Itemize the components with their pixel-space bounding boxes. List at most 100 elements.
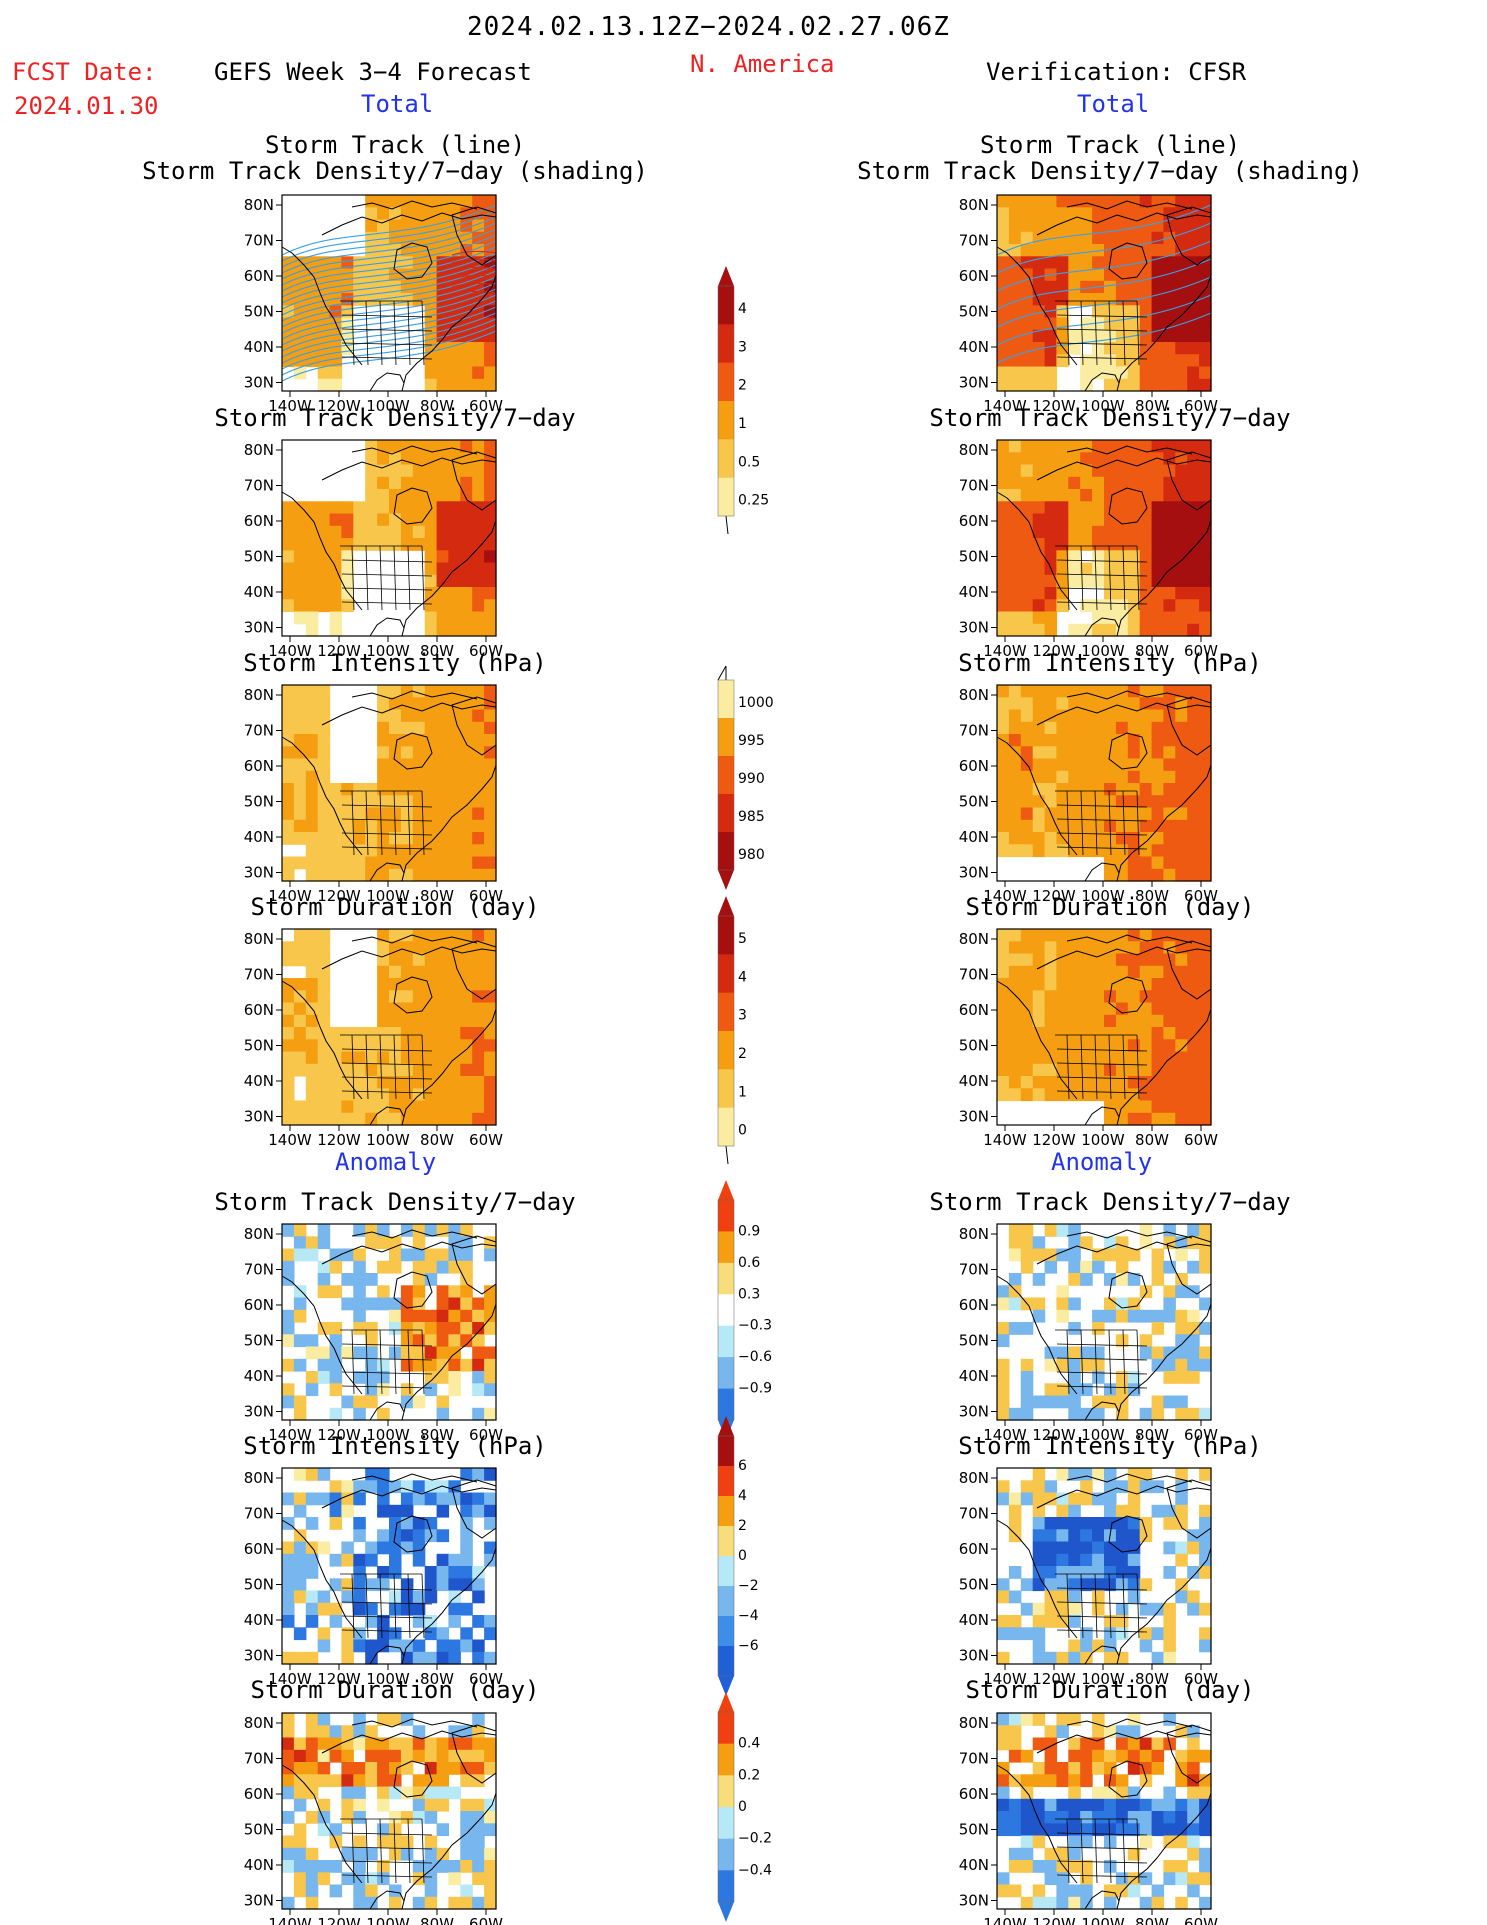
title-intensity-right: Storm Intensity (hPa) [958,649,1262,677]
lon-tick-label: 100W [1081,397,1125,415]
section-anomaly-right: Anomaly [1051,1148,1153,1176]
lon-tick-label: 100W [1081,1426,1125,1444]
lon-tick-label: 140W [268,1131,312,1149]
lon-tick-label: 140W [268,1670,312,1688]
colorbar-label: 0.6 [738,1255,760,1271]
axes: 80N 70N 60N 50N 40N 30N 140W 120W 100W 80W 60W [244,1469,503,1688]
lon-tick-label: 60W [1184,1915,1218,1925]
lat-tick-label: 40N [959,1367,989,1385]
colorbar-duration_total: 5 4 3 2 1 0 [717,896,747,1165]
lat-tick-label: 60N [959,267,989,285]
axes: 80N 70N 60N 50N 40N 30N 140W 120W 100W 80W 60W [244,930,503,1149]
colorbar-swatch [718,1807,734,1840]
fcst-label: FCST Date: [12,58,157,86]
colorbar-swatch [718,1069,734,1109]
state-borders [1055,1818,1148,1884]
colorbar-intensity_total: 1000 995 990 985 980 [717,665,774,890]
lon-tick-label: 80W [1135,397,1169,415]
title-anom-density-right: Storm Track Density/7−day [929,1188,1291,1216]
lat-tick-label: 40N [959,1856,989,1874]
lat-tick-label: 30N [959,619,989,637]
lon-tick-label: 80W [420,397,454,415]
colorbar-swatch [718,1838,734,1871]
lat-tick-label: 30N [244,864,274,882]
panel-frame [281,928,497,1126]
colorbar-label: 4 [738,969,747,985]
lon-tick-label: 80W [420,642,454,660]
title-duration-left: Storm Duration (day) [250,893,540,921]
lon-tick-label: 80W [1135,1670,1169,1688]
colorbar-tip-bottom [718,1676,734,1696]
lat-tick-label: 60N [959,512,989,530]
lon-tick-label: 140W [983,1670,1027,1688]
panel-frame [996,194,1212,392]
lon-tick-label: 120W [1032,642,1076,660]
colorbar-label: 2 [738,1046,747,1062]
panel-frame [281,1467,497,1665]
colorbar-swatch [718,324,734,364]
colorbar-label: 995 [738,733,765,749]
lon-tick-label: 80W [1135,1131,1169,1149]
lat-tick-label: 50N [244,548,274,566]
state-borders [1055,790,1148,856]
panel-frame [281,684,497,882]
storm-track-lines [996,204,1212,364]
lat-tick-label: 50N [244,793,274,811]
storm-track-lines [281,204,497,382]
lat-tick-label: 80N [959,1714,989,1732]
lat-tick-label: 40N [244,1072,274,1090]
map-panel-density-right: 80N 70N 60N 50N 40N 30N 140W 120W 100W 80W 60W [959,439,1218,660]
lon-tick-label: 80W [420,887,454,905]
lon-tick-label: 100W [1081,1131,1125,1149]
shading [282,1224,497,1421]
lat-tick-label: 30N [244,1647,274,1665]
lon-tick-label: 140W [268,397,312,415]
section-total-right: Total [1077,90,1150,118]
title-anom-duration-left: Storm Duration (day) [250,1676,540,1704]
lon-tick-label: 100W [1081,1670,1125,1688]
coastline [996,445,1212,637]
lon-tick-label: 120W [1032,397,1076,415]
coastline [996,1229,1212,1421]
lon-tick-label: 80W [1135,642,1169,660]
colorbar-label: 4 [738,301,747,317]
lat-tick-label: 80N [244,686,274,704]
lat-tick-label: 70N [959,1261,989,1279]
colorbar-label: 0.9 [738,1223,760,1239]
title-anom-intensity-left: Storm Intensity (hPa) [243,1432,547,1460]
colorbar-density_total: 4 3 2 1 0.5 0.25 [717,266,769,535]
colorbar-label: 2 [738,1518,747,1534]
lat-tick-label: 50N [959,1821,989,1839]
state-borders [340,1034,433,1100]
lat-tick-label: 60N [244,1540,274,1558]
lat-tick-label: 30N [959,1647,989,1665]
lon-tick-label: 140W [268,1915,312,1925]
shading [997,1713,1212,1910]
shading [997,195,1212,392]
lat-tick-label: 70N [959,966,989,984]
state-borders [1055,1573,1148,1639]
lat-tick-label: 70N [959,232,989,250]
lon-tick-label: 100W [1081,887,1125,905]
lat-tick-label: 30N [959,1892,989,1910]
lat-tick-label: 40N [244,1611,274,1629]
state-borders [340,1573,433,1639]
colorbar-swatch [718,1436,734,1467]
state-borders [1055,545,1148,611]
colorbar-tip-top [718,1180,734,1200]
lat-tick-label: 40N [244,583,274,601]
colorbar-label: 0.5 [738,454,760,470]
shading [282,685,497,882]
colorbar-label: 0.2 [738,1767,760,1783]
lat-tick-label: 80N [244,930,274,948]
axes: 80N 70N 60N 50N 40N 30N 140W 120W 100W 80W 60W [959,441,1218,660]
title-track-left-1: Storm Track (line) [264,131,526,159]
lon-tick-label: 100W [1081,642,1125,660]
colorbar-swatch [718,1646,734,1677]
lon-tick-label: 120W [317,887,361,905]
colorbar-swatch [718,1496,734,1527]
lat-tick-label: 40N [959,1072,989,1090]
colorbar-swatch [718,1526,734,1557]
colorbar-label: 0 [738,1548,747,1564]
state-borders [1055,1034,1148,1100]
